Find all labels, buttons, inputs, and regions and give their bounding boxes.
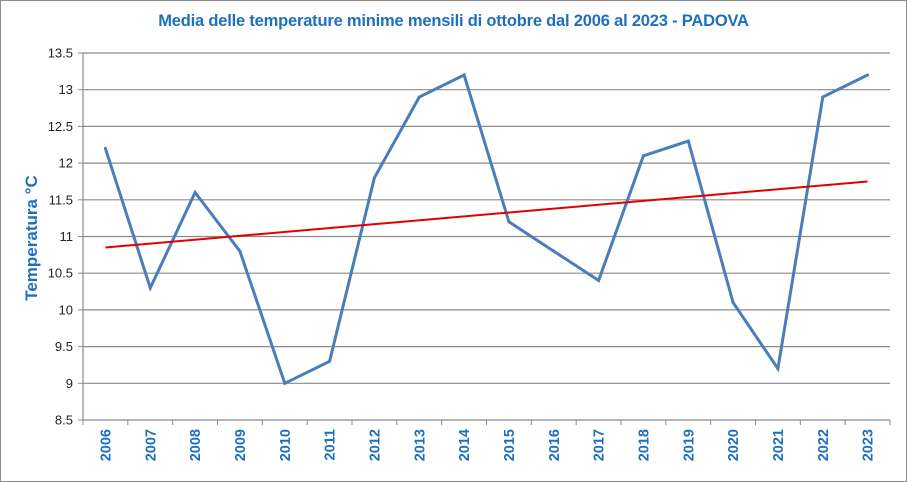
y-tick-label: 9.5 (55, 339, 73, 354)
data-point (462, 73, 466, 77)
data-point (283, 381, 287, 385)
x-tick-label: 2023 (861, 429, 877, 461)
x-tick-label: 2019 (681, 429, 697, 461)
y-axis-label: Temperatura °C (22, 175, 41, 301)
series-group (103, 72, 870, 386)
data-point (193, 190, 197, 194)
data-point (328, 359, 332, 363)
data-point (597, 279, 601, 283)
x-tick-label: 2008 (188, 429, 204, 461)
x-tick-label: 2014 (457, 429, 473, 461)
y-axis-ticks: 8.5 9 9.5 10 10.5 11 11.5 12 12.5 13 13.5 (48, 46, 73, 428)
x-tick-label: 2018 (636, 429, 652, 461)
data-point (776, 367, 780, 371)
data-point (552, 249, 556, 253)
x-tick-label: 2007 (143, 429, 159, 461)
x-tick-label: 2011 (323, 429, 339, 460)
y-tick-label: 13.5 (48, 46, 73, 61)
data-point (148, 286, 152, 290)
y-tick-label: 10.5 (48, 266, 73, 281)
y-tick-label: 10 (59, 302, 73, 317)
data-point (417, 95, 421, 99)
data-point (372, 176, 376, 180)
data-point (866, 73, 870, 77)
y-tick-label: 12 (59, 156, 73, 171)
data-point (821, 95, 825, 99)
data-point (103, 146, 107, 150)
y-tick-label: 8.5 (55, 413, 73, 428)
y-tick-label: 11.5 (49, 192, 73, 207)
y-tick-label: 12.5 (48, 119, 73, 134)
data-point (641, 154, 645, 158)
axes (78, 52, 891, 425)
x-tick-label: 2012 (367, 429, 383, 461)
gridlines (83, 52, 890, 384)
chart-title: Media delle temperature minime mensili d… (158, 12, 749, 30)
x-tick-label: 2010 (278, 429, 294, 461)
x-tick-label: 2021 (771, 429, 787, 461)
data-point (507, 220, 511, 224)
x-tick-label: 2016 (547, 429, 563, 461)
y-tick-label: 11 (60, 229, 74, 244)
x-tick-label: 2015 (502, 429, 518, 461)
x-tick-label: 2013 (412, 429, 428, 461)
x-tick-label: 2022 (816, 429, 832, 461)
data-point (686, 139, 690, 143)
data-point (238, 249, 242, 253)
y-tick-label: 9 (66, 376, 73, 391)
x-tick-label: 2017 (592, 429, 608, 461)
x-axis-ticks: 2006 2007 2008 2009 2010 2011 2012 2013 2014 2015… (98, 429, 876, 461)
x-tick-label: 2009 (233, 429, 249, 461)
data-point (731, 301, 735, 305)
y-tick-label: 13 (59, 82, 73, 97)
series-line-temperature (103, 72, 869, 386)
trendline (105, 180, 868, 249)
x-tick-label: 2006 (98, 429, 114, 461)
x-tick-label: 2020 (726, 429, 742, 461)
